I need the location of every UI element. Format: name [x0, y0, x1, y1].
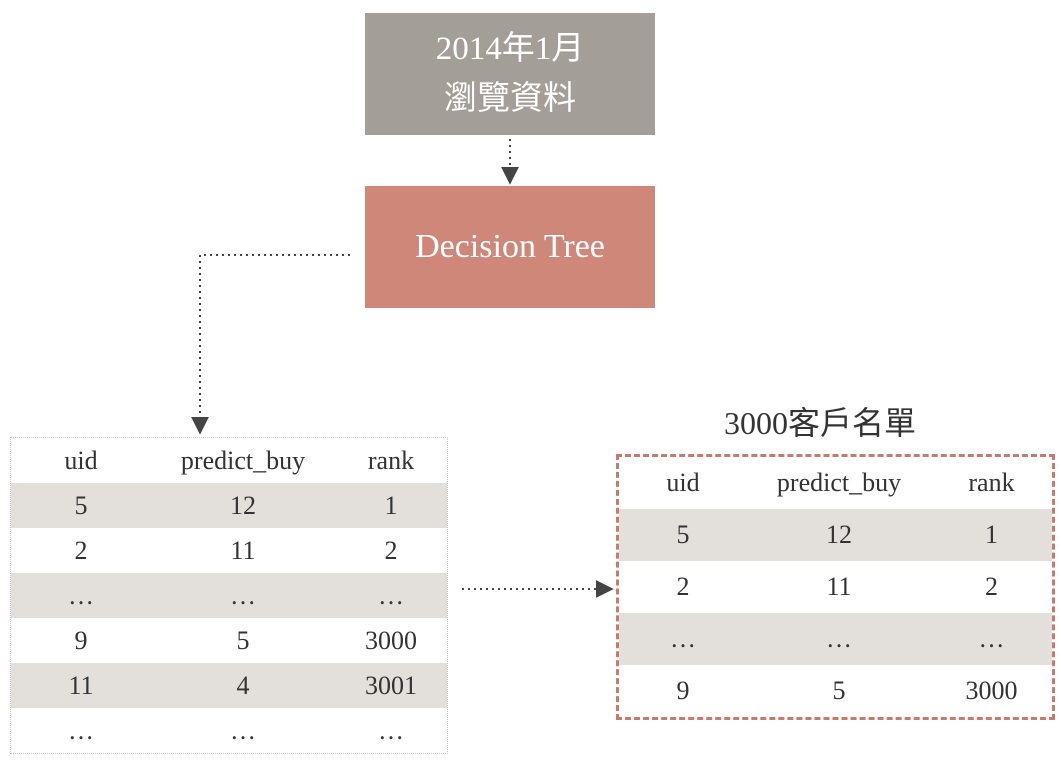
cell-rank: 3001 — [365, 670, 417, 700]
header-predict-buy: predict_buy — [180, 445, 306, 475]
source-data-line2: 瀏覽資料 — [444, 81, 576, 117]
cell-uid: 2 — [74, 535, 88, 565]
cell-predict-buy: 11 — [826, 572, 852, 601]
cell-uid: 9 — [74, 625, 88, 655]
cell-rank: … — [378, 715, 404, 745]
table-row: 5 12 1 — [11, 483, 447, 528]
top-list-title: 3000客戶名單 — [723, 405, 916, 441]
top-list-table: uid predict_buy rank 5 12 1 2 11 2 … … …… — [616, 454, 1055, 720]
cell-uid: 2 — [676, 572, 690, 601]
table-row: … … … — [11, 708, 447, 753]
cell-uid: 5 — [74, 490, 88, 520]
decision-tree-box: Decision Tree — [365, 186, 655, 308]
table-row: 11 4 3001 — [11, 663, 447, 708]
cell-predict-buy: … — [230, 715, 256, 745]
cell-predict-buy: 12 — [826, 520, 852, 549]
cell-uid: 11 — [68, 670, 94, 700]
cell-predict-buy: 5 — [832, 676, 846, 705]
cell-rank: … — [378, 580, 404, 610]
table-row: 2 11 2 — [11, 528, 447, 573]
table-row: 9 5 3000 — [11, 618, 447, 663]
decision-tree-label: Decision Tree — [415, 228, 605, 265]
table-row: 5 12 1 — [619, 509, 1052, 561]
cell-predict-buy: … — [826, 624, 852, 653]
cell-uid: 5 — [676, 520, 690, 549]
cell-uid: … — [68, 580, 94, 610]
table-row: … … … — [619, 613, 1052, 665]
header-predict-buy: predict_buy — [776, 468, 902, 497]
cell-predict-buy: 5 — [236, 625, 250, 655]
table-header-row: uid predict_buy rank — [619, 457, 1052, 509]
cell-predict-buy: … — [230, 580, 256, 610]
cell-uid: 9 — [676, 676, 690, 705]
prediction-table: uid predict_buy rank 5 12 1 2 11 2 … … …… — [10, 437, 448, 754]
cell-predict-buy: 11 — [230, 535, 256, 565]
header-uid: uid — [666, 468, 700, 497]
cell-rank: 1 — [985, 520, 998, 549]
header-rank: rank — [968, 468, 1015, 497]
table-row: 9 5 3000 — [619, 665, 1052, 717]
cell-rank: 2 — [384, 535, 398, 565]
cell-predict-buy: 4 — [236, 670, 250, 700]
source-data-box: 2014年1月 瀏覽資料 — [365, 13, 655, 135]
cell-rank: 2 — [985, 572, 998, 601]
cell-uid: … — [68, 715, 94, 745]
cell-predict-buy: 12 — [230, 490, 256, 520]
cell-rank: 1 — [384, 490, 398, 520]
cell-rank: 3000 — [365, 625, 417, 655]
table-row: … … … — [11, 573, 447, 618]
cell-rank: 3000 — [965, 676, 1018, 705]
table-header-row: uid predict_buy rank — [11, 438, 447, 483]
header-rank: rank — [367, 445, 415, 475]
cell-uid: … — [670, 624, 696, 653]
header-uid: uid — [64, 445, 98, 475]
cell-rank: … — [978, 624, 1005, 653]
connector-tree-to-table — [191, 254, 350, 435]
source-data-line1: 2014年1月 — [435, 31, 585, 67]
table-row: 2 11 2 — [619, 561, 1052, 613]
